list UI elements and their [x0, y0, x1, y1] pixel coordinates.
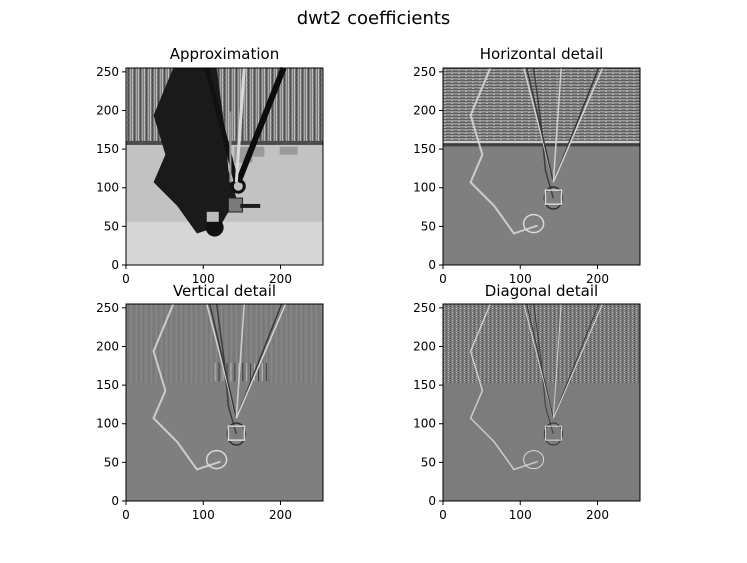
subplot-vertical-detail-frame	[125, 303, 324, 502]
subplot-approximation-ytick-label: 50	[104, 219, 119, 233]
subplot-vertical-detail: 0 100 200 0 50 100 150 200 250	[96, 301, 324, 522]
subplot-diagonal-detail-ytick-label: 100	[413, 417, 436, 431]
subplot-approximation-xtick-label: 200	[269, 272, 292, 286]
subplot-horizontal-detail: 0 100 200 0 50 100 150 200 250	[413, 65, 641, 286]
subplot-approximation-ytick-label: 0	[111, 258, 119, 272]
subplot-vertical-detail-ytick-label: 100	[96, 417, 119, 431]
subplot-vertical-detail-xtick-label: 200	[269, 508, 292, 522]
subplot-approximation: 0 100 200 0 50 100 150 200 250	[96, 65, 324, 286]
subplot-horizontal-detail-ytick-label: 0	[428, 258, 436, 272]
subplot-vertical-detail-ytick-label: 50	[104, 455, 119, 469]
subplot-diagonal-detail-xtick-label: 0	[439, 508, 447, 522]
subplot-horizontal-detail-ytick-label: 250	[413, 65, 436, 79]
subplot-vertical-detail-ytick-label: 200	[96, 339, 119, 353]
subplot-approximation-ytick-label: 250	[96, 65, 119, 79]
axes-title-approximation: Approximation	[169, 45, 280, 63]
subplot-horizontal-detail-xtick-label: 0	[439, 272, 447, 286]
subplot-horizontal-detail-ytick-label: 150	[413, 142, 436, 156]
subplot-diagonal-detail: 0 100 200 0 50 100 150 200 250	[413, 301, 641, 522]
subplot-horizontal-detail-ytick-label: 50	[421, 219, 436, 233]
figure-title: dwt2 coefficients	[296, 8, 451, 29]
subplot-diagonal-detail-xtick-label: 200	[586, 508, 609, 522]
subplot-horizontal-detail-xtick-label: 200	[586, 272, 609, 286]
subplot-vertical-detail-ytick-label: 0	[111, 494, 119, 508]
subplot-approximation-image	[125, 66, 324, 266]
subplot-diagonal-detail-ytick-label: 50	[421, 455, 436, 469]
subplot-vertical-detail-xtick-label: 0	[122, 508, 130, 522]
subplot-diagonal-detail-ytick-label: 200	[413, 339, 436, 353]
axes-title-diagonal-detail: Diagonal detail	[484, 282, 599, 300]
subplot-diagonal-detail-image	[442, 303, 641, 502]
subplot-approximation-ytick-label: 150	[96, 142, 119, 156]
subplot-vertical-detail-ytick-label: 150	[96, 378, 119, 392]
subplot-diagonal-detail-ytick-label: 0	[428, 494, 436, 508]
subplot-approximation-xtick-label: 100	[192, 272, 215, 286]
subplot-diagonal-detail-xtick-label: 100	[509, 508, 532, 522]
subplot-diagonal-detail-ytick-label: 250	[413, 301, 436, 315]
subplot-approximation-frame	[125, 67, 324, 266]
subplot-vertical-detail-image	[125, 303, 324, 502]
subplot-vertical-detail-xtick-label: 100	[192, 508, 215, 522]
subplot-diagonal-detail-ytick-label: 150	[413, 378, 436, 392]
axes-title-vertical-detail: Vertical detail	[172, 282, 277, 300]
subplot-approximation-ytick-label: 200	[96, 103, 119, 117]
subplot-horizontal-detail-ytick-label: 200	[413, 103, 436, 117]
subplot-horizontal-detail-frame	[442, 67, 641, 266]
subplot-approximation-xtick-label: 0	[122, 272, 130, 286]
subplot-diagonal-detail-frame	[442, 303, 641, 502]
subplot-approximation-ytick-label: 100	[96, 181, 119, 195]
subplot-vertical-detail-ytick-label: 250	[96, 301, 119, 315]
subplot-horizontal-detail-image	[442, 67, 641, 266]
subplot-horizontal-detail-ytick-label: 100	[413, 181, 436, 195]
subplot-horizontal-detail-xtick-label: 100	[509, 272, 532, 286]
axes-title-horizontal-detail: Horizontal detail	[479, 45, 604, 63]
